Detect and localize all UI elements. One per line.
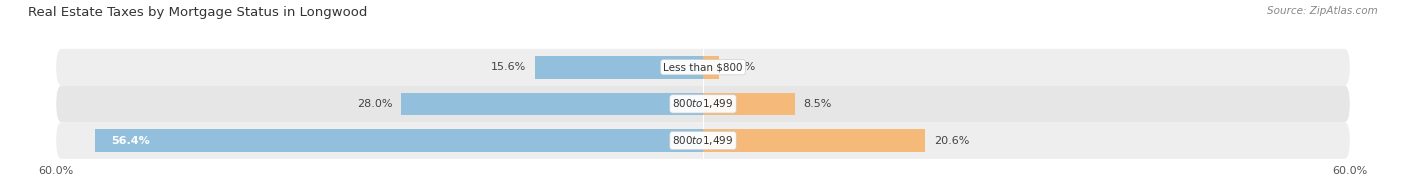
Text: 1.5%: 1.5%: [728, 62, 756, 72]
Bar: [96, 129, 703, 152]
Text: 8.5%: 8.5%: [803, 99, 831, 109]
FancyBboxPatch shape: [56, 85, 1350, 122]
Bar: [703, 56, 720, 79]
Text: 56.4%: 56.4%: [111, 136, 150, 146]
Text: 20.6%: 20.6%: [934, 136, 969, 146]
Text: Source: ZipAtlas.com: Source: ZipAtlas.com: [1267, 6, 1378, 16]
Text: 15.6%: 15.6%: [491, 62, 526, 72]
Text: $800 to $1,499: $800 to $1,499: [672, 97, 734, 110]
Bar: [703, 129, 925, 152]
Bar: [401, 93, 703, 115]
Text: Real Estate Taxes by Mortgage Status in Longwood: Real Estate Taxes by Mortgage Status in …: [28, 6, 367, 19]
Text: 28.0%: 28.0%: [357, 99, 392, 109]
Text: $800 to $1,499: $800 to $1,499: [672, 134, 734, 147]
FancyBboxPatch shape: [56, 122, 1350, 159]
Text: Less than $800: Less than $800: [664, 62, 742, 72]
Bar: [534, 56, 703, 79]
Bar: [703, 93, 794, 115]
FancyBboxPatch shape: [56, 49, 1350, 85]
